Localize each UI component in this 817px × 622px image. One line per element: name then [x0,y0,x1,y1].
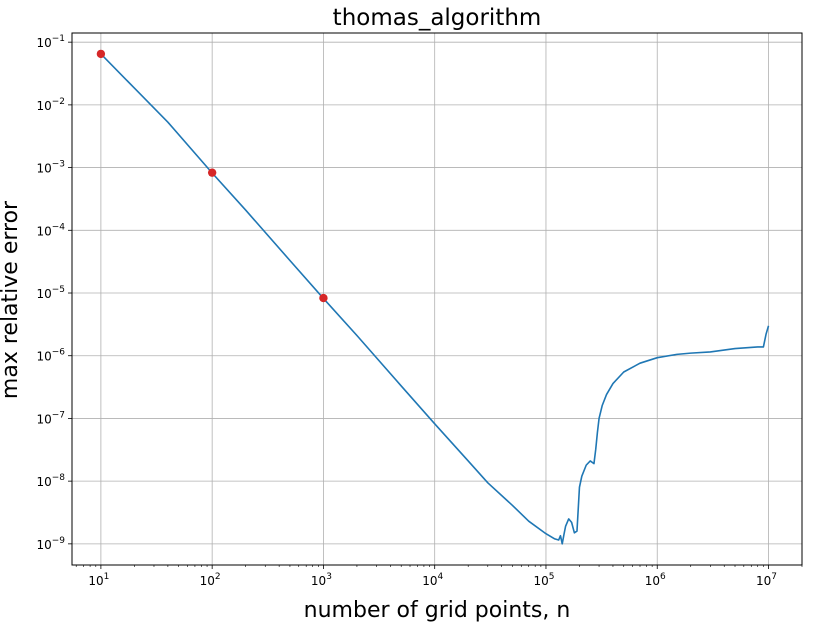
chart-title: thomas_algorithm [333,5,542,31]
y-tick-label: 10−9 [36,536,65,552]
x-axis-ticks: 101 102 103 104 105 106 107 [75,565,803,588]
grid [72,33,802,565]
y-tick-label: 10−6 [36,348,65,364]
data-point-marker [319,293,328,303]
x-tick-label: 106 [645,572,666,588]
error-line [100,53,770,545]
axes-frame [71,32,803,566]
data-point-marker [207,168,217,177]
y-tick-label: 10−8 [36,473,65,489]
x-tick-label: 102 [200,572,221,588]
y-tick-label: 10−3 [36,160,65,176]
x-tick-label: 107 [756,572,777,588]
y-axis-ticks: 10−9 10−8 10−7 10−6 10−5 10−4 10−3 10−2 10−1 [36,34,72,552]
y-tick-label: 10−1 [36,34,65,50]
x-tick-label: 104 [422,572,443,588]
y-axis-label: max relative error [0,200,23,399]
x-tick-label: 103 [311,572,332,588]
y-tick-label: 10−7 [36,410,65,426]
series-layer [100,53,770,545]
y-tick-label: 10−5 [36,285,65,301]
y-tick-label: 10−4 [36,222,65,238]
y-tick-label: 10−2 [36,97,65,113]
x-tick-label: 105 [533,572,554,588]
data-point-marker [96,49,106,59]
x-axis-label: number of grid points, n [304,598,571,622]
marker-layer [96,49,328,303]
x-tick-label: 101 [88,572,109,588]
